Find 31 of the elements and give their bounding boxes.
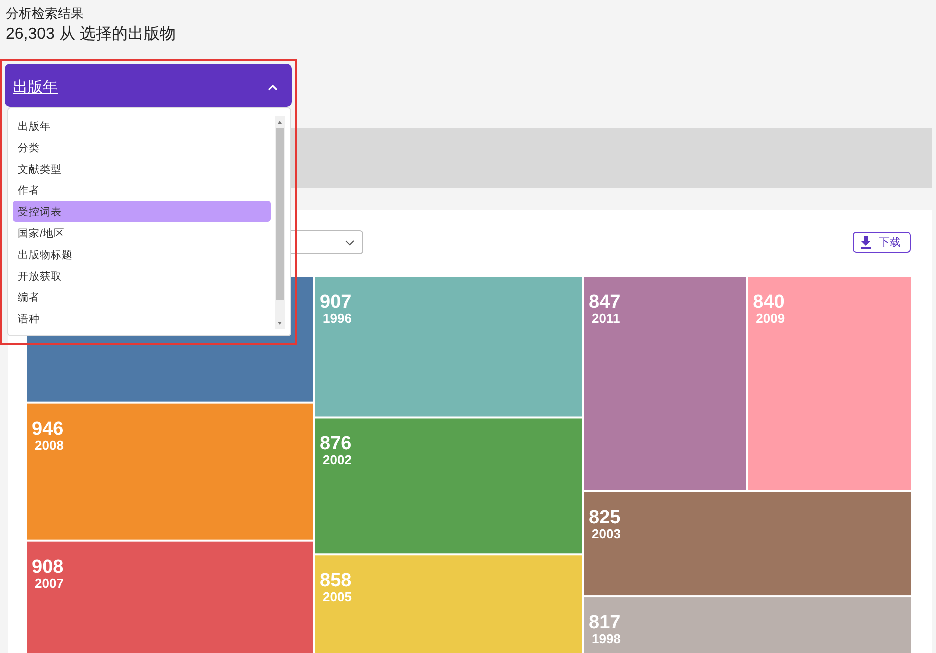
category-label: 1996 bbox=[323, 311, 352, 326]
treemap-cell: 817 1998 bbox=[584, 598, 911, 653]
data-label: 847 bbox=[589, 292, 621, 313]
data-label: 908 bbox=[32, 556, 64, 578]
category-label: 2011 bbox=[592, 311, 620, 326]
treemap-cell: 946 2008 bbox=[27, 404, 313, 540]
data-label: 946 bbox=[32, 418, 64, 440]
data-label: 840 bbox=[753, 292, 785, 313]
text: 分析检索结果 bbox=[6, 6, 84, 21]
treemap-cell: 907 1996 bbox=[315, 277, 582, 417]
data-label: 876 bbox=[320, 434, 352, 455]
category-label: 2005 bbox=[323, 590, 352, 605]
treemap-cell: 908 2007 bbox=[27, 542, 313, 653]
data-label: 825 bbox=[589, 507, 622, 528]
dropdown: 出版年 出版年 分类 文献类型 作者 受控词表 国家/地区 出版物标题 开放获取 编者 语种 bbox=[0, 59, 297, 345]
data-label: 817 bbox=[589, 612, 621, 634]
category-label: 2003 bbox=[592, 526, 621, 542]
treemap-cell: 876 2002 bbox=[315, 418, 582, 554]
category-label: 2007 bbox=[35, 576, 64, 591]
button-download: 下载 bbox=[853, 232, 911, 253]
treemap-cell: 847 2011 bbox=[584, 277, 746, 490]
category-label: 2009 bbox=[756, 311, 786, 326]
text: 26,303 从 选择的出版物 bbox=[6, 25, 176, 43]
treemap-cell: 858 2005 bbox=[315, 556, 582, 653]
category-label: 2002 bbox=[323, 452, 352, 468]
treemap-cell: 840 2009 bbox=[748, 277, 911, 490]
data-label: 858 bbox=[320, 570, 352, 592]
data-label: 907 bbox=[320, 292, 352, 313]
category-label: 1998 bbox=[592, 632, 621, 647]
treemap-cell: 825 2003 bbox=[584, 492, 911, 596]
category-label: 2008 bbox=[35, 438, 64, 453]
